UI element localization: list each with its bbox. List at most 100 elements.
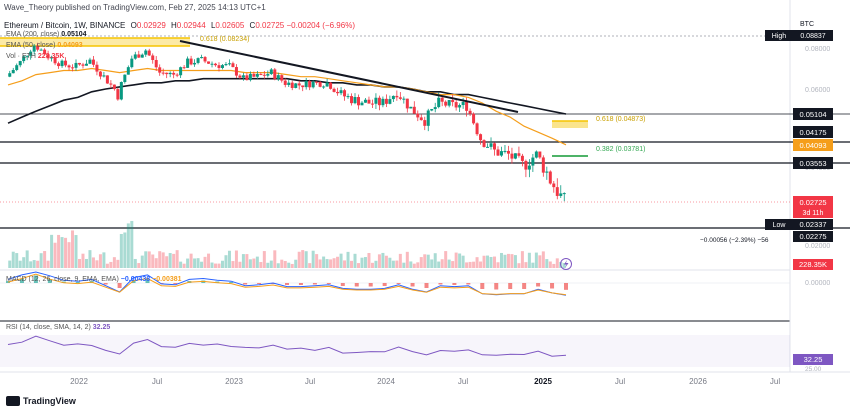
volume-bar — [168, 253, 172, 268]
volume-bar — [119, 233, 123, 268]
volume-bar — [416, 262, 420, 268]
volume-bar — [210, 262, 214, 268]
macd-histogram-bar — [298, 283, 303, 285]
candle-body — [165, 72, 169, 75]
high-value-tag — [793, 30, 833, 41]
candle-body — [46, 54, 50, 59]
volume-bar — [486, 255, 490, 268]
volume-bar — [437, 261, 441, 268]
macd-histogram-bar — [522, 283, 527, 289]
volume-bar — [220, 260, 224, 268]
candle-body — [137, 54, 141, 58]
candle-body — [57, 63, 61, 67]
volume-bar — [548, 261, 552, 268]
candle-body — [119, 82, 123, 100]
ema-200-legend[interactable]: EMA (200, close) 0.05104 — [6, 31, 87, 38]
publish-info: Wave_Theory published on TradingView.com… — [4, 3, 266, 12]
candle-body — [409, 106, 413, 109]
macd-legend[interactable]: MACD (12, 26, close, 9, EMA, EMA) −0.004… — [6, 276, 182, 283]
candle-body — [325, 82, 329, 87]
candle-body — [196, 58, 200, 63]
candle-body — [346, 96, 350, 98]
ema-200-line — [7, 77, 567, 124]
candle-body — [395, 95, 399, 98]
candle-body — [126, 67, 130, 75]
volume-bar — [472, 261, 476, 268]
candle-body — [32, 45, 36, 52]
candle-body — [22, 56, 26, 62]
volume-bar — [506, 253, 510, 268]
volume-bar — [524, 262, 528, 268]
volume-bar — [196, 258, 200, 268]
time-tick: Jul — [152, 377, 162, 386]
volume-bar — [266, 262, 270, 268]
volume-bar — [493, 256, 497, 268]
macd-histogram-bar — [410, 283, 415, 287]
low-value-tag — [793, 219, 833, 230]
candle-body — [161, 72, 165, 74]
candle-body — [461, 101, 465, 106]
macd-histogram-bar — [368, 283, 373, 287]
volume-bar — [461, 255, 465, 268]
volume-bar — [290, 263, 294, 268]
time-tick: 2024 — [377, 377, 395, 386]
volume-bar — [36, 260, 40, 268]
rsi-value: 32.25 — [92, 324, 111, 331]
low-tag — [765, 219, 793, 230]
candle-body — [287, 82, 291, 85]
candle-body — [398, 97, 402, 99]
candle-body — [130, 58, 134, 68]
candle-body — [451, 100, 455, 103]
macd-histogram-bar — [33, 275, 38, 283]
macd-histogram-bar — [452, 283, 457, 285]
tag-03553-label: 0.03553 — [799, 159, 826, 168]
tradingview-brand[interactable]: TradingView — [6, 396, 76, 406]
volume-bar — [133, 258, 137, 268]
volume-bar — [336, 256, 340, 268]
candle-body — [74, 62, 78, 68]
volume-bar — [545, 259, 549, 268]
candle-body — [315, 81, 319, 83]
candle-body — [238, 75, 242, 78]
candle-body — [402, 98, 406, 100]
ema-lines — [7, 67, 567, 146]
volume-bar — [297, 251, 301, 268]
volume-bar — [343, 260, 347, 268]
volume-bar — [144, 251, 148, 268]
rsi-legend[interactable]: RSI (14, close, SMA, 14, 2) 32.25 — [6, 324, 110, 331]
candle-body — [158, 67, 162, 73]
symbol-name[interactable]: Ethereum / Bitcoin, 1W, BINANCE — [4, 21, 126, 30]
candle-body — [322, 86, 326, 88]
candle-body — [140, 54, 144, 58]
macd-histogram-bar — [494, 283, 499, 290]
candle-body — [64, 60, 68, 66]
volume-bar — [447, 259, 451, 268]
rsi-tag — [793, 354, 833, 365]
candle-body — [311, 81, 315, 88]
volume-bar — [137, 263, 141, 268]
volume-bar — [496, 262, 500, 268]
candle-body — [88, 59, 92, 64]
volume-bar — [287, 262, 291, 268]
candle-body — [227, 63, 231, 65]
volume-bar — [311, 250, 315, 268]
volume-bar — [381, 252, 385, 268]
ema-50-legend[interactable]: EMA (50, close) 0.04093 — [6, 42, 83, 49]
high-value: 0.02944 — [176, 21, 206, 30]
macd-zero-tick: 0.00000 — [805, 280, 830, 287]
candle-body — [116, 89, 120, 100]
candle-body — [493, 143, 497, 150]
volume-legend[interactable]: Vol · ETH 228.35K — [6, 53, 64, 60]
macd-histogram-bar — [103, 283, 108, 285]
candle-body — [499, 151, 503, 156]
candle-body — [426, 110, 430, 126]
candle-body — [374, 97, 378, 104]
volume-bar — [158, 251, 162, 268]
volume-bar — [499, 252, 503, 268]
candle-body — [524, 160, 528, 170]
volume-bar — [409, 261, 413, 268]
lightning-icon[interactable] — [560, 258, 572, 270]
volume-bar — [25, 250, 29, 268]
macd-histogram-bar — [438, 283, 443, 285]
